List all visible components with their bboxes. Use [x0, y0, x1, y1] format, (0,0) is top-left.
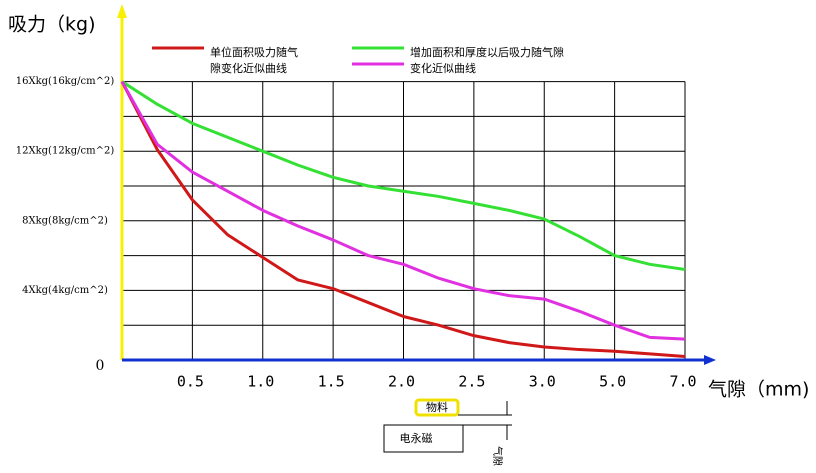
x-tick-label: 2.0 — [388, 373, 415, 391]
y-tick-label: 8Xkg(8kg/cm^2) — [22, 215, 108, 226]
y-tick-label: 16Xkg(16kg/cm^2) — [16, 76, 115, 87]
x-tick-label: 7.0 — [669, 373, 696, 391]
x-tick-label: 1.5 — [318, 373, 345, 391]
x-tick-label: 2.5 — [458, 373, 485, 391]
legend-label: 增加面积和厚度以后吸力随气隙 — [410, 46, 564, 59]
material-label: 物料 — [426, 400, 448, 414]
x-axis-arrow — [704, 355, 716, 365]
y-axis-arrow — [117, 4, 127, 18]
x-tick-label: 0.5 — [177, 373, 204, 391]
series-line — [121, 80, 686, 272]
series-line — [120, 80, 686, 359]
y-tick-label: 12Xkg(12kg/cm^2) — [16, 146, 115, 157]
magnet-box — [383, 424, 464, 453]
material-box — [414, 398, 460, 417]
x-tick-label: 3.0 — [529, 373, 556, 391]
gap-diagram: 物料 电永磁 气隙 — [383, 398, 512, 466]
x-tick-label: 1.0 — [247, 373, 274, 391]
y-tick-label: 4Xkg(4kg/cm^2) — [22, 285, 108, 296]
legend-label: 单位面积吸力随气 隙变化近似曲线 — [210, 46, 298, 75]
series-line — [120, 80, 686, 341]
gap-label: 气隙 — [491, 446, 504, 466]
x-axis-title: 气隙（mm) — [708, 379, 809, 401]
x-tick-label: 5.0 — [599, 373, 626, 391]
legend-label: 变化近似曲线 — [410, 62, 476, 75]
magnet-label: 电永磁 — [400, 431, 433, 445]
y-tick-label: 0 — [96, 358, 105, 374]
y-axis-title: 吸力（kg) — [8, 14, 95, 36]
